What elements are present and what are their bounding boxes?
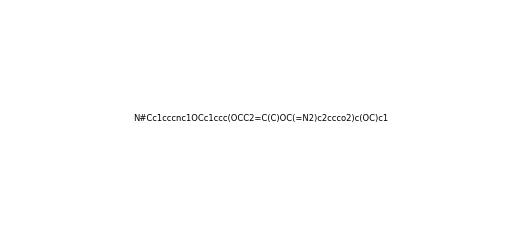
Text: N#Cc1cccnc1OCc1ccc(OCC2=C(C)OC(=N2)c2ccco2)c(OC)c1: N#Cc1cccnc1OCc1ccc(OCC2=C(C)OC(=N2)c2ccc… <box>134 114 388 124</box>
